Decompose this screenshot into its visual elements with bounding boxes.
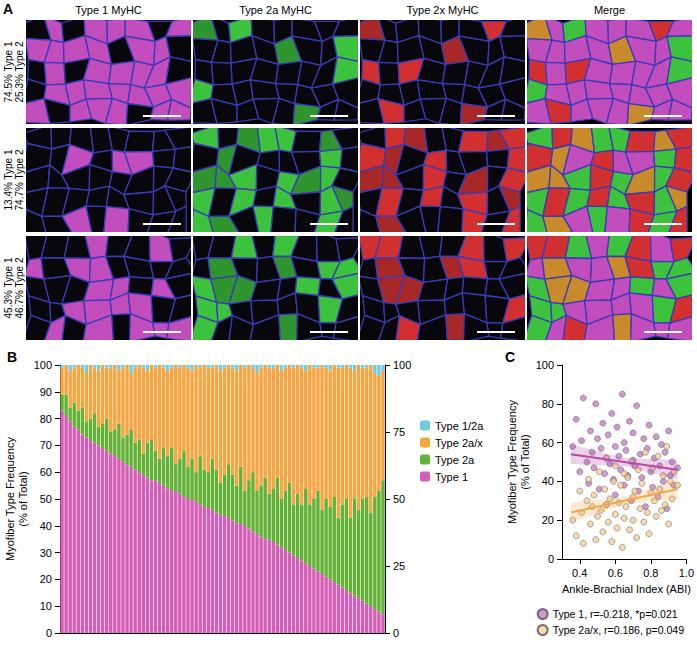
svg-text:Type 2a: Type 2a xyxy=(435,454,475,466)
svg-text:40: 40 xyxy=(542,475,554,487)
svg-text:80: 80 xyxy=(542,398,554,410)
svg-text:Myofiber Type Frequency: Myofiber Type Frequency xyxy=(4,437,16,561)
svg-text:60: 60 xyxy=(542,437,554,449)
svg-text:Myofiber Type Frequency: Myofiber Type Frequency xyxy=(506,400,518,524)
svg-text:100: 100 xyxy=(34,359,52,371)
svg-text:(% of Total): (% of Total) xyxy=(17,471,29,526)
svg-text:Type 1/2a: Type 1/2a xyxy=(435,420,484,432)
svg-text:75: 75 xyxy=(393,426,405,438)
svg-text:25.3% Type 2: 25.3% Type 2 xyxy=(14,41,25,102)
svg-text:Merge: Merge xyxy=(594,4,625,16)
svg-text:Type 2a MyHC: Type 2a MyHC xyxy=(239,4,312,16)
svg-text:100: 100 xyxy=(393,359,411,371)
svg-text:25: 25 xyxy=(393,560,405,572)
svg-text:60: 60 xyxy=(40,466,52,478)
svg-text:C: C xyxy=(505,349,515,365)
svg-text:10: 10 xyxy=(40,600,52,612)
svg-text:0: 0 xyxy=(46,627,52,639)
svg-text:0.8: 0.8 xyxy=(643,567,658,579)
svg-text:100: 100 xyxy=(536,359,554,371)
svg-text:B: B xyxy=(7,349,17,365)
svg-text:80: 80 xyxy=(40,413,52,425)
svg-text:20: 20 xyxy=(40,573,52,585)
svg-text:74.5% Type 1: 74.5% Type 1 xyxy=(3,41,14,102)
svg-text:30: 30 xyxy=(40,547,52,559)
svg-text:90: 90 xyxy=(40,386,52,398)
svg-text:0.6: 0.6 xyxy=(608,567,623,579)
svg-text:Type 1, r=-0.218, *p=0.021: Type 1, r=-0.218, *p=0.021 xyxy=(553,608,678,620)
svg-text:0: 0 xyxy=(393,627,399,639)
svg-text:Type 2a/x, r=0.186, p=0.049: Type 2a/x, r=0.186, p=0.049 xyxy=(553,624,685,636)
svg-text:Type 2x MyHC: Type 2x MyHC xyxy=(406,4,478,16)
svg-text:1.0: 1.0 xyxy=(679,567,694,579)
svg-text:0.4: 0.4 xyxy=(572,567,587,579)
svg-text:Type 1: Type 1 xyxy=(435,471,468,483)
svg-text:70: 70 xyxy=(40,439,52,451)
svg-text:74.7% Type 2: 74.7% Type 2 xyxy=(14,149,25,210)
svg-text:45.3% Type 1: 45.3% Type 1 xyxy=(3,257,14,318)
svg-text:(% of Total): (% of Total) xyxy=(519,434,531,489)
svg-text:Type 2a/x: Type 2a/x xyxy=(435,437,483,449)
svg-text:A: A xyxy=(3,1,13,17)
svg-text:40: 40 xyxy=(40,520,52,532)
svg-text:20: 20 xyxy=(542,514,554,526)
svg-text:0: 0 xyxy=(548,553,554,565)
svg-text:Type 1 MyHC: Type 1 MyHC xyxy=(75,4,142,16)
svg-text:13.4% Type 1: 13.4% Type 1 xyxy=(3,149,14,210)
svg-text:50: 50 xyxy=(393,493,405,505)
svg-text:Ankle-Brachial Index (ABI): Ankle-Brachial Index (ABI) xyxy=(562,583,691,595)
svg-text:50: 50 xyxy=(40,493,52,505)
svg-text:46.7% Type 2: 46.7% Type 2 xyxy=(14,257,25,318)
